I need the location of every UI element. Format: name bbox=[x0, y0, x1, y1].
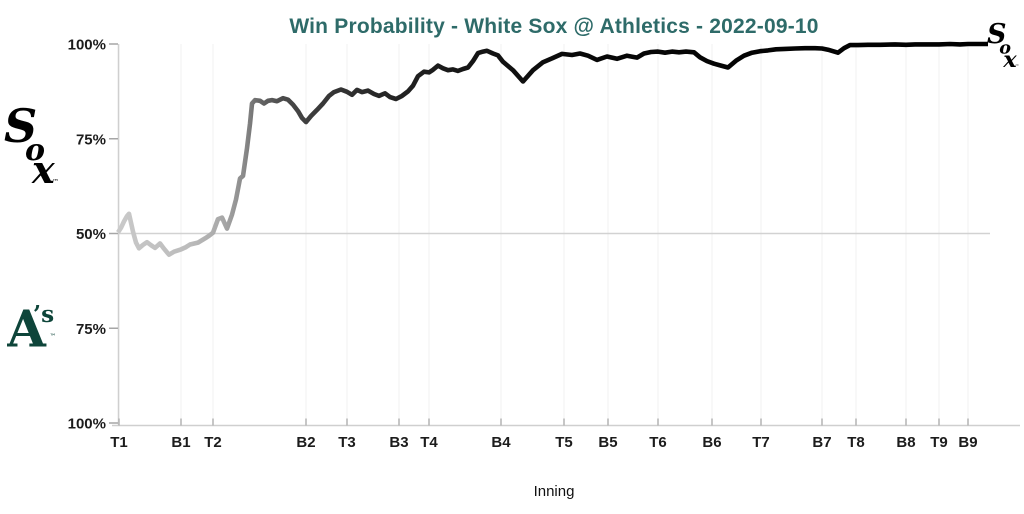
y-tick-label: 100% bbox=[68, 416, 106, 433]
x-tick-label: B9 bbox=[958, 434, 977, 451]
y-tick-label: 50% bbox=[76, 226, 106, 243]
athletics-logo: A ’s ™ bbox=[7, 299, 56, 358]
chart-title: Win Probability - White Sox @ Athletics … bbox=[289, 15, 819, 38]
x-tick-label: B6 bbox=[702, 434, 721, 451]
y-tick-label: 75% bbox=[76, 131, 106, 148]
x-tick-label: T4 bbox=[420, 434, 438, 451]
x-tick-label: T3 bbox=[338, 434, 356, 451]
x-tick-label: T8 bbox=[847, 434, 865, 451]
x-tick-label: T9 bbox=[930, 434, 948, 451]
y-tick-label: 75% bbox=[76, 321, 106, 338]
x-tick-label: T7 bbox=[752, 434, 770, 451]
x-tick-label: B4 bbox=[491, 434, 511, 451]
x-tick-label: T6 bbox=[649, 434, 667, 451]
x-tick-label: B5 bbox=[598, 434, 617, 451]
athletics-logo-letter-a: A bbox=[7, 299, 47, 358]
white-sox-logo bbox=[4, 101, 62, 187]
x-tick-label: B1 bbox=[171, 434, 190, 451]
white-sox-logo-final bbox=[987, 19, 1021, 69]
x-tick-label: B8 bbox=[896, 434, 915, 451]
x-axis-title: Inning bbox=[533, 483, 575, 500]
x-tick-label: T5 bbox=[555, 434, 573, 451]
athletics-logo-apostrophe-s: ’s bbox=[33, 301, 54, 328]
y-tick-label: 100% bbox=[68, 37, 106, 54]
win-probability-line bbox=[116, 41, 988, 257]
x-tick-label: T2 bbox=[204, 434, 222, 451]
x-tick-label: B2 bbox=[296, 434, 315, 451]
athletics-logo-trademark: ™ bbox=[49, 333, 56, 341]
x-tick-label: B7 bbox=[812, 434, 831, 451]
x-tick-label: B3 bbox=[389, 434, 408, 451]
x-tick-label: T1 bbox=[110, 434, 128, 451]
